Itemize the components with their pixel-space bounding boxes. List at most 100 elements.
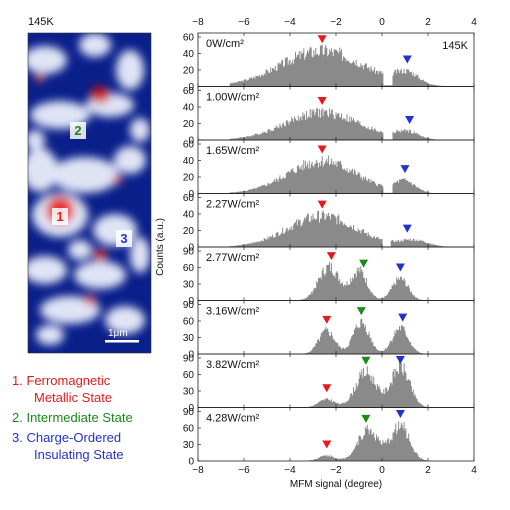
bottom-x-tick-label: 0	[379, 465, 385, 476]
peak-marker-insulating	[405, 116, 415, 125]
mfm-map	[28, 33, 151, 353]
y-tick-label: 20	[183, 119, 195, 130]
top-x-tick-label: −8	[192, 17, 204, 28]
panel-power-label: 3.16W/cm²	[206, 306, 260, 318]
peak-marker-metallic	[317, 35, 327, 44]
map-region-2-label: 2	[74, 123, 81, 138]
histogram-panel-8: 90 60 30 0 4.28W/cm²	[183, 407, 475, 468]
y-tick-label: 30	[183, 333, 195, 344]
peak-marker-metallic	[317, 145, 327, 154]
y-tick-label: 0	[188, 136, 194, 147]
peak-marker-insulating	[395, 263, 405, 272]
peak-marker-insulating	[402, 55, 412, 64]
map-scalebar-label: 1μm	[108, 328, 128, 339]
histogram-bars	[229, 107, 443, 140]
y-tick-label: 20	[183, 173, 195, 184]
y-tick-label: 60	[183, 263, 195, 274]
histogram-panel-1: 60 40 20 0 0W/cm² 145K	[183, 33, 475, 93]
histogram-panel-2: 60 40 20 0 1.00W/cm²	[183, 86, 475, 147]
map-region-3-label: 3	[120, 231, 127, 246]
y-tick-label: 30	[183, 280, 195, 291]
y-tick-label: 60	[183, 193, 195, 204]
y-tick-label: 40	[183, 103, 195, 114]
histogram-panel-4: 60 40 20 0 2.27W/cm²	[183, 193, 475, 254]
panel-power-label: 1.65W/cm²	[206, 145, 260, 157]
histogram-panel-3: 60 40 20 0 1.65W/cm²	[183, 140, 475, 200]
top-x-tick-label: −2	[330, 17, 342, 28]
panel-power-label: 1.00W/cm²	[206, 92, 260, 104]
legend-item-2-line-1: 2. Intermediate State	[12, 410, 133, 425]
y-tick-label: 60	[183, 33, 195, 44]
bottom-x-tick-label: −8	[192, 465, 204, 476]
top-x-tick-label: −6	[238, 17, 250, 28]
peak-marker-metallic	[322, 440, 332, 449]
y-tick-label: 20	[183, 226, 195, 237]
histogram-bars	[229, 44, 452, 87]
y-tick-label: 0	[188, 189, 194, 200]
y-axis-label: Counts (a.u.)	[155, 218, 166, 276]
histogram-panel-6: 90 60 30 0 3.16W/cm²	[183, 300, 475, 361]
bottom-x-tick-label: −6	[238, 465, 250, 476]
map-region-2-box	[70, 122, 86, 139]
bottom-x-tick-label: 2	[425, 465, 431, 476]
histogram-bars	[229, 210, 450, 247]
peak-marker-insulating	[395, 356, 405, 364]
panel-power-label: 0W/cm²	[206, 38, 244, 50]
y-tick-label: 0	[188, 457, 194, 468]
histogram-bars	[301, 318, 426, 354]
y-tick-label: 0	[188, 403, 194, 414]
y-tick-label: 90	[183, 300, 195, 311]
panel-power-label: 3.82W/cm²	[206, 359, 260, 371]
peak-marker-metallic	[317, 200, 327, 209]
map-temperature-label: 145K	[28, 16, 54, 28]
chart-temperature-label: 145K	[442, 40, 468, 52]
panel-power-label: 2.77W/cm²	[206, 252, 260, 264]
histogram-panel-7: 90 60 30 0 3.82W/cm²	[183, 354, 475, 414]
peak-marker-insulating	[398, 313, 408, 322]
top-x-tick-label: 4	[471, 17, 477, 28]
map-scalebar: 1μm	[105, 328, 139, 343]
legend-item-3-line-2: Insulating State	[34, 447, 124, 462]
top-x-tick-label: −4	[284, 17, 296, 28]
y-tick-label: 40	[183, 49, 195, 60]
peak-marker-metallic	[322, 384, 332, 393]
histogram-bars	[295, 262, 426, 301]
y-tick-label: 40	[183, 156, 195, 167]
legend-item-1-line-1: 1. Ferromagnetic	[12, 373, 111, 388]
y-tick-label: 60	[183, 370, 195, 381]
panel-power-label: 2.27W/cm²	[206, 199, 260, 211]
y-tick-label: 40	[183, 210, 195, 221]
y-tick-label: 0	[188, 82, 194, 93]
mfm-map-border	[27, 32, 152, 354]
peak-marker-intermediate	[359, 259, 369, 268]
peak-marker-intermediate	[361, 356, 371, 365]
y-tick-label: 0	[188, 243, 194, 254]
peak-marker-insulating	[400, 165, 410, 174]
x-axis-label: MFM signal (degree)	[290, 479, 382, 490]
peak-marker-insulating	[402, 224, 412, 233]
y-tick-label: 60	[183, 86, 195, 97]
histogram-bars	[304, 359, 431, 408]
peak-marker-intermediate	[361, 414, 371, 423]
y-tick-label: 60	[183, 140, 195, 151]
peak-marker-metallic	[326, 252, 336, 261]
y-tick-label: 30	[183, 387, 195, 398]
state-legend: 1. Ferromagnetic Metallic State 2. Interme…	[12, 373, 133, 462]
legend-item-1-line-2: Metallic State	[34, 390, 112, 405]
y-tick-label: 0	[188, 350, 194, 361]
y-tick-label: 90	[183, 407, 195, 418]
map-region-1-label: 1	[56, 209, 63, 224]
histogram-bars	[229, 155, 436, 194]
map-region-3-box	[116, 230, 132, 247]
top-x-tick-label: 2	[425, 17, 431, 28]
panel-power-label: 4.28W/cm²	[206, 413, 260, 425]
top-x-tick-label: 0	[379, 17, 385, 28]
y-tick-label: 90	[183, 354, 195, 365]
bottom-x-tick-label: −4	[284, 465, 296, 476]
bottom-x-tick-label: −2	[330, 465, 342, 476]
y-tick-label: 0	[188, 296, 194, 307]
legend-item-3-line-1: 3. Charge-Ordered	[12, 430, 121, 445]
y-tick-label: 20	[183, 66, 195, 77]
